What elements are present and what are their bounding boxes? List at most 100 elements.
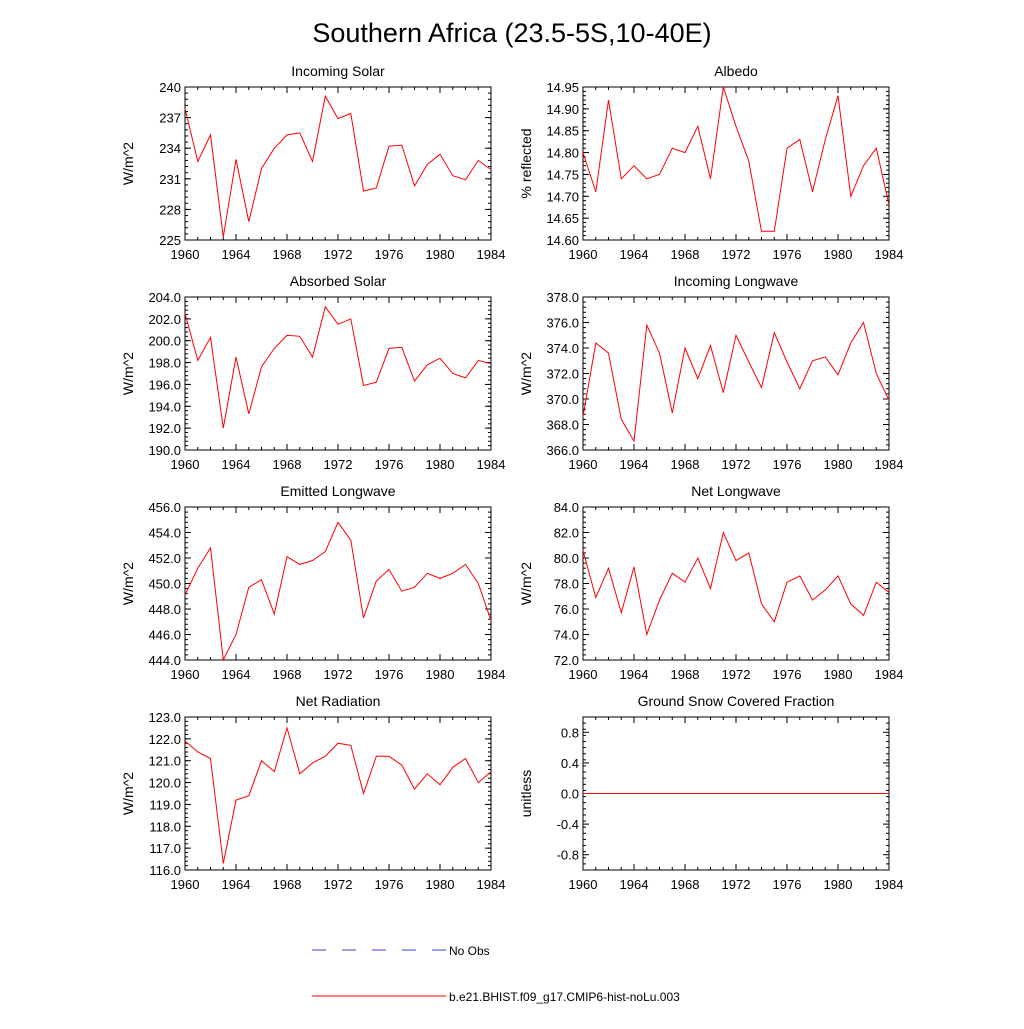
y-tick-label: -0.8 (557, 848, 579, 863)
x-tick-label: 1968 (671, 667, 700, 682)
y-tick-label: 78.0 (554, 577, 579, 592)
x-tick-label: 1972 (324, 877, 353, 892)
panel-title: Incoming Solar (291, 63, 385, 79)
x-tick-label: 1960 (569, 667, 598, 682)
x-tick-label: 1972 (722, 877, 751, 892)
series-line (184, 305, 492, 429)
y-tick-label: 14.80 (546, 146, 579, 161)
panel-incoming-longwave: Incoming Longwave W/m^2 1960 1964 1968 1972 19… (518, 273, 903, 472)
panel-title: Net Radiation (296, 693, 381, 709)
x-tick-label: 1964 (222, 877, 251, 892)
y-tick-label: 376.0 (546, 316, 579, 331)
x-tick-label: 1980 (426, 457, 455, 472)
x-tick-label: 1984 (875, 457, 904, 472)
y-tick-label: 80.0 (554, 551, 579, 566)
y-tick-label: 190.0 (148, 443, 181, 458)
x-tick-label: 1976 (773, 667, 802, 682)
y-tick-label: 0.0 (561, 787, 579, 802)
plot-frame (582, 296, 890, 451)
y-tick-label: 368.0 (546, 418, 579, 433)
y-tick-label: 122.0 (148, 732, 181, 747)
y-tick-label: 196.0 (148, 377, 181, 392)
y-tick-label: 454.0 (148, 526, 181, 541)
panel-title: Emitted Longwave (280, 483, 395, 499)
x-tick-label: 1968 (273, 877, 302, 892)
x-tick-label: 1976 (773, 247, 802, 262)
legend-obs-label: No Obs (449, 944, 490, 958)
plot-frame (184, 296, 492, 451)
x-tick-label: 1972 (722, 667, 751, 682)
y-tick-label: 84.0 (554, 500, 579, 515)
x-tick-label: 1960 (171, 877, 200, 892)
y-tick-label: 194.0 (148, 399, 181, 414)
panel-absorbed-solar: Absorbed Solar W/m^2 1960 1964 1968 1972 1976 1… (120, 273, 505, 472)
x-tick-label: 1964 (222, 457, 251, 472)
series-line (184, 94, 492, 237)
plot-frame (582, 86, 890, 241)
legend-model-label: b.e21.BHIST.f09_g17.CMIP6-hist-noLu.003 (449, 990, 680, 1004)
y-axis-label: W/m^2 (120, 772, 136, 815)
y-tick-label: 72.0 (554, 653, 579, 668)
y-axis-label: W/m^2 (518, 352, 534, 395)
x-tick-label: 1980 (824, 247, 853, 262)
y-tick-label: 0.4 (561, 756, 579, 771)
panel-emitted-longwave: Emitted Longwave W/m^2 1960 1964 1968 1972 197… (120, 483, 505, 682)
y-axis-label: W/m^2 (120, 352, 136, 395)
y-tick-label: 450.0 (148, 577, 181, 592)
series-line (582, 321, 890, 443)
panel-net-longwave: Net Longwave W/m^2 1960 1964 1968 1972 1976 198… (518, 483, 903, 682)
x-tick-label: 1968 (671, 457, 700, 472)
x-tick-label: 1976 (773, 877, 802, 892)
y-tick-label: -0.4 (557, 817, 579, 832)
y-tick-label: 198.0 (148, 356, 181, 371)
y-axis-label: % reflected (518, 128, 534, 198)
x-tick-label: 1964 (222, 247, 251, 262)
y-axis-label: W/m^2 (518, 562, 534, 605)
x-tick-label: 1976 (375, 877, 404, 892)
x-tick-label: 1960 (171, 247, 200, 262)
y-tick-label: 192.0 (148, 421, 181, 436)
x-tick-label: 1972 (324, 247, 353, 262)
x-tick-label: 1980 (426, 247, 455, 262)
y-tick-label: 14.90 (546, 102, 579, 117)
x-tick-label: 1980 (824, 457, 853, 472)
series-line (184, 726, 492, 864)
y-tick-label: 240 (159, 80, 181, 95)
plot-frame (184, 506, 492, 661)
x-tick-label: 1976 (375, 457, 404, 472)
y-tick-label: 120.0 (148, 776, 181, 791)
y-tick-label: 14.95 (546, 80, 579, 95)
y-tick-label: 118.0 (149, 819, 181, 834)
y-tick-label: 231 (159, 172, 181, 187)
x-tick-label: 1980 (824, 667, 853, 682)
y-tick-label: 378.0 (546, 290, 579, 305)
x-tick-label: 1980 (426, 877, 455, 892)
x-tick-label: 1964 (620, 667, 649, 682)
y-tick-label: 121.0 (148, 754, 181, 769)
x-tick-label: 1984 (875, 877, 904, 892)
panel-title: Incoming Longwave (674, 273, 799, 289)
y-tick-label: 200.0 (148, 334, 181, 349)
legend: No Obs b.e21.BHIST.f09_g17.CMIP6-hist-no… (312, 944, 680, 1004)
x-tick-label: 1984 (477, 877, 506, 892)
panel-ground-snow-covered-fraction: Ground Snow Covered Fraction unitless 1960… (518, 693, 903, 892)
y-axis-label: unitless (518, 770, 534, 817)
y-tick-label: 14.60 (546, 233, 579, 248)
panel-net-radiation: Net Radiation W/m^2 1960 1964 1968 1972 1976 19… (120, 693, 505, 892)
panels: Incoming Solar W/m^2 1960 1964 1968 1972 1976 1… (120, 63, 903, 892)
y-tick-label: 234 (159, 141, 181, 156)
panel-title: Ground Snow Covered Fraction (638, 693, 835, 709)
x-tick-label: 1976 (773, 457, 802, 472)
y-tick-label: 228 (159, 202, 181, 217)
y-tick-label: 372.0 (546, 367, 579, 382)
y-tick-label: 14.70 (546, 189, 579, 204)
series-line (582, 86, 890, 232)
y-axis-label: W/m^2 (120, 562, 136, 605)
panel-title: Albedo (714, 63, 758, 79)
y-tick-label: 0.8 (561, 725, 579, 740)
panel-title: Absorbed Solar (290, 273, 387, 289)
x-tick-label: 1960 (171, 667, 200, 682)
figure-title: Southern Africa (23.5-5S,10-40E) (312, 18, 711, 48)
x-tick-label: 1976 (375, 667, 404, 682)
